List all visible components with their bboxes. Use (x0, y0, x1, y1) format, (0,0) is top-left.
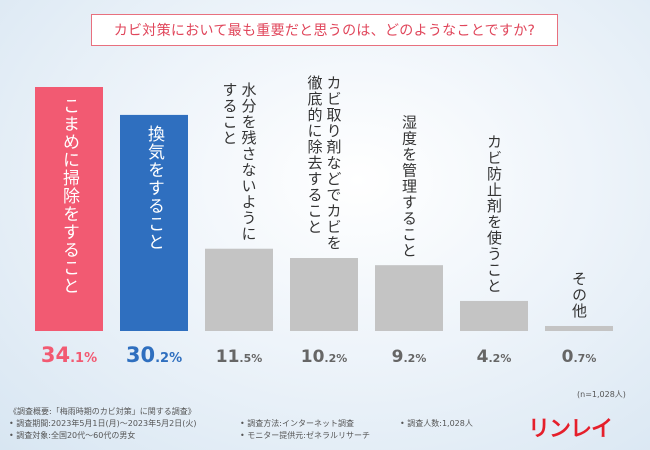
bar-2 (120, 114, 188, 331)
category-label-2-line-1: 換気をすること (144, 125, 165, 251)
brand-logo: リンレイ (528, 417, 613, 442)
bar-5 (375, 265, 443, 331)
bar-1 (35, 87, 103, 331)
category-label-7-line-1: その他 (570, 271, 588, 319)
survey-target: • 調査対象:全国20代〜60代の男女 (9, 431, 136, 440)
value-label-4: 10.2% (301, 347, 348, 367)
sample-size-note: (n=1,028人) (577, 390, 626, 399)
value-label-6: 4.2% (477, 347, 512, 367)
chart-title-box: カビ対策において最も重要だと思うのは、どのようなことですか? (91, 14, 558, 46)
survey-footer: 《調査概要:「梅雨時期のカビ対策」に関する調査》 • 調査期間:2023年5月1… (0, 404, 650, 450)
value-label-5: 9.2% (392, 347, 427, 367)
survey-period: • 調査期間:2023年5月1日(月)〜2023年5月2日(火) (9, 419, 197, 428)
category-label-3-line-2: すること (221, 82, 239, 146)
bar-6 (460, 300, 528, 331)
survey-respondents: • 調査人数:1,028人 (400, 419, 473, 428)
value-label-2: 30.2% (126, 343, 182, 367)
category-label-4-line-1: カビ取り剤などでカビを (325, 75, 343, 251)
survey-method: • 調査方法:インターネット調査 (240, 419, 354, 428)
bar-4 (290, 258, 358, 331)
chart-title: カビ対策において最も重要だと思うのは、どのようなことですか? (113, 23, 536, 39)
category-label-4-line-2: 徹底的に除去すること (306, 75, 324, 235)
monitor-provider: • モニター提供元:ゼネラルリサーチ (240, 431, 370, 440)
category-label-5-line-1: 湿度を管理すること (400, 114, 418, 258)
value-label-3: 11.5% (216, 347, 263, 367)
category-label-3-line-1: 水分を残さないように (240, 82, 258, 242)
bar-7 (545, 325, 613, 331)
value-label-1: 34.1% (41, 343, 97, 367)
bar-3 (205, 248, 273, 331)
category-label-6-line-1: カビ防止剤を使うこと (485, 134, 503, 294)
category-label-1-line-1: こまめに掃除をすること (59, 97, 80, 295)
survey-summary: 《調査概要:「梅雨時期のカビ対策」に関する調査》 (9, 407, 196, 416)
value-label-7: 0.7% (562, 347, 597, 367)
